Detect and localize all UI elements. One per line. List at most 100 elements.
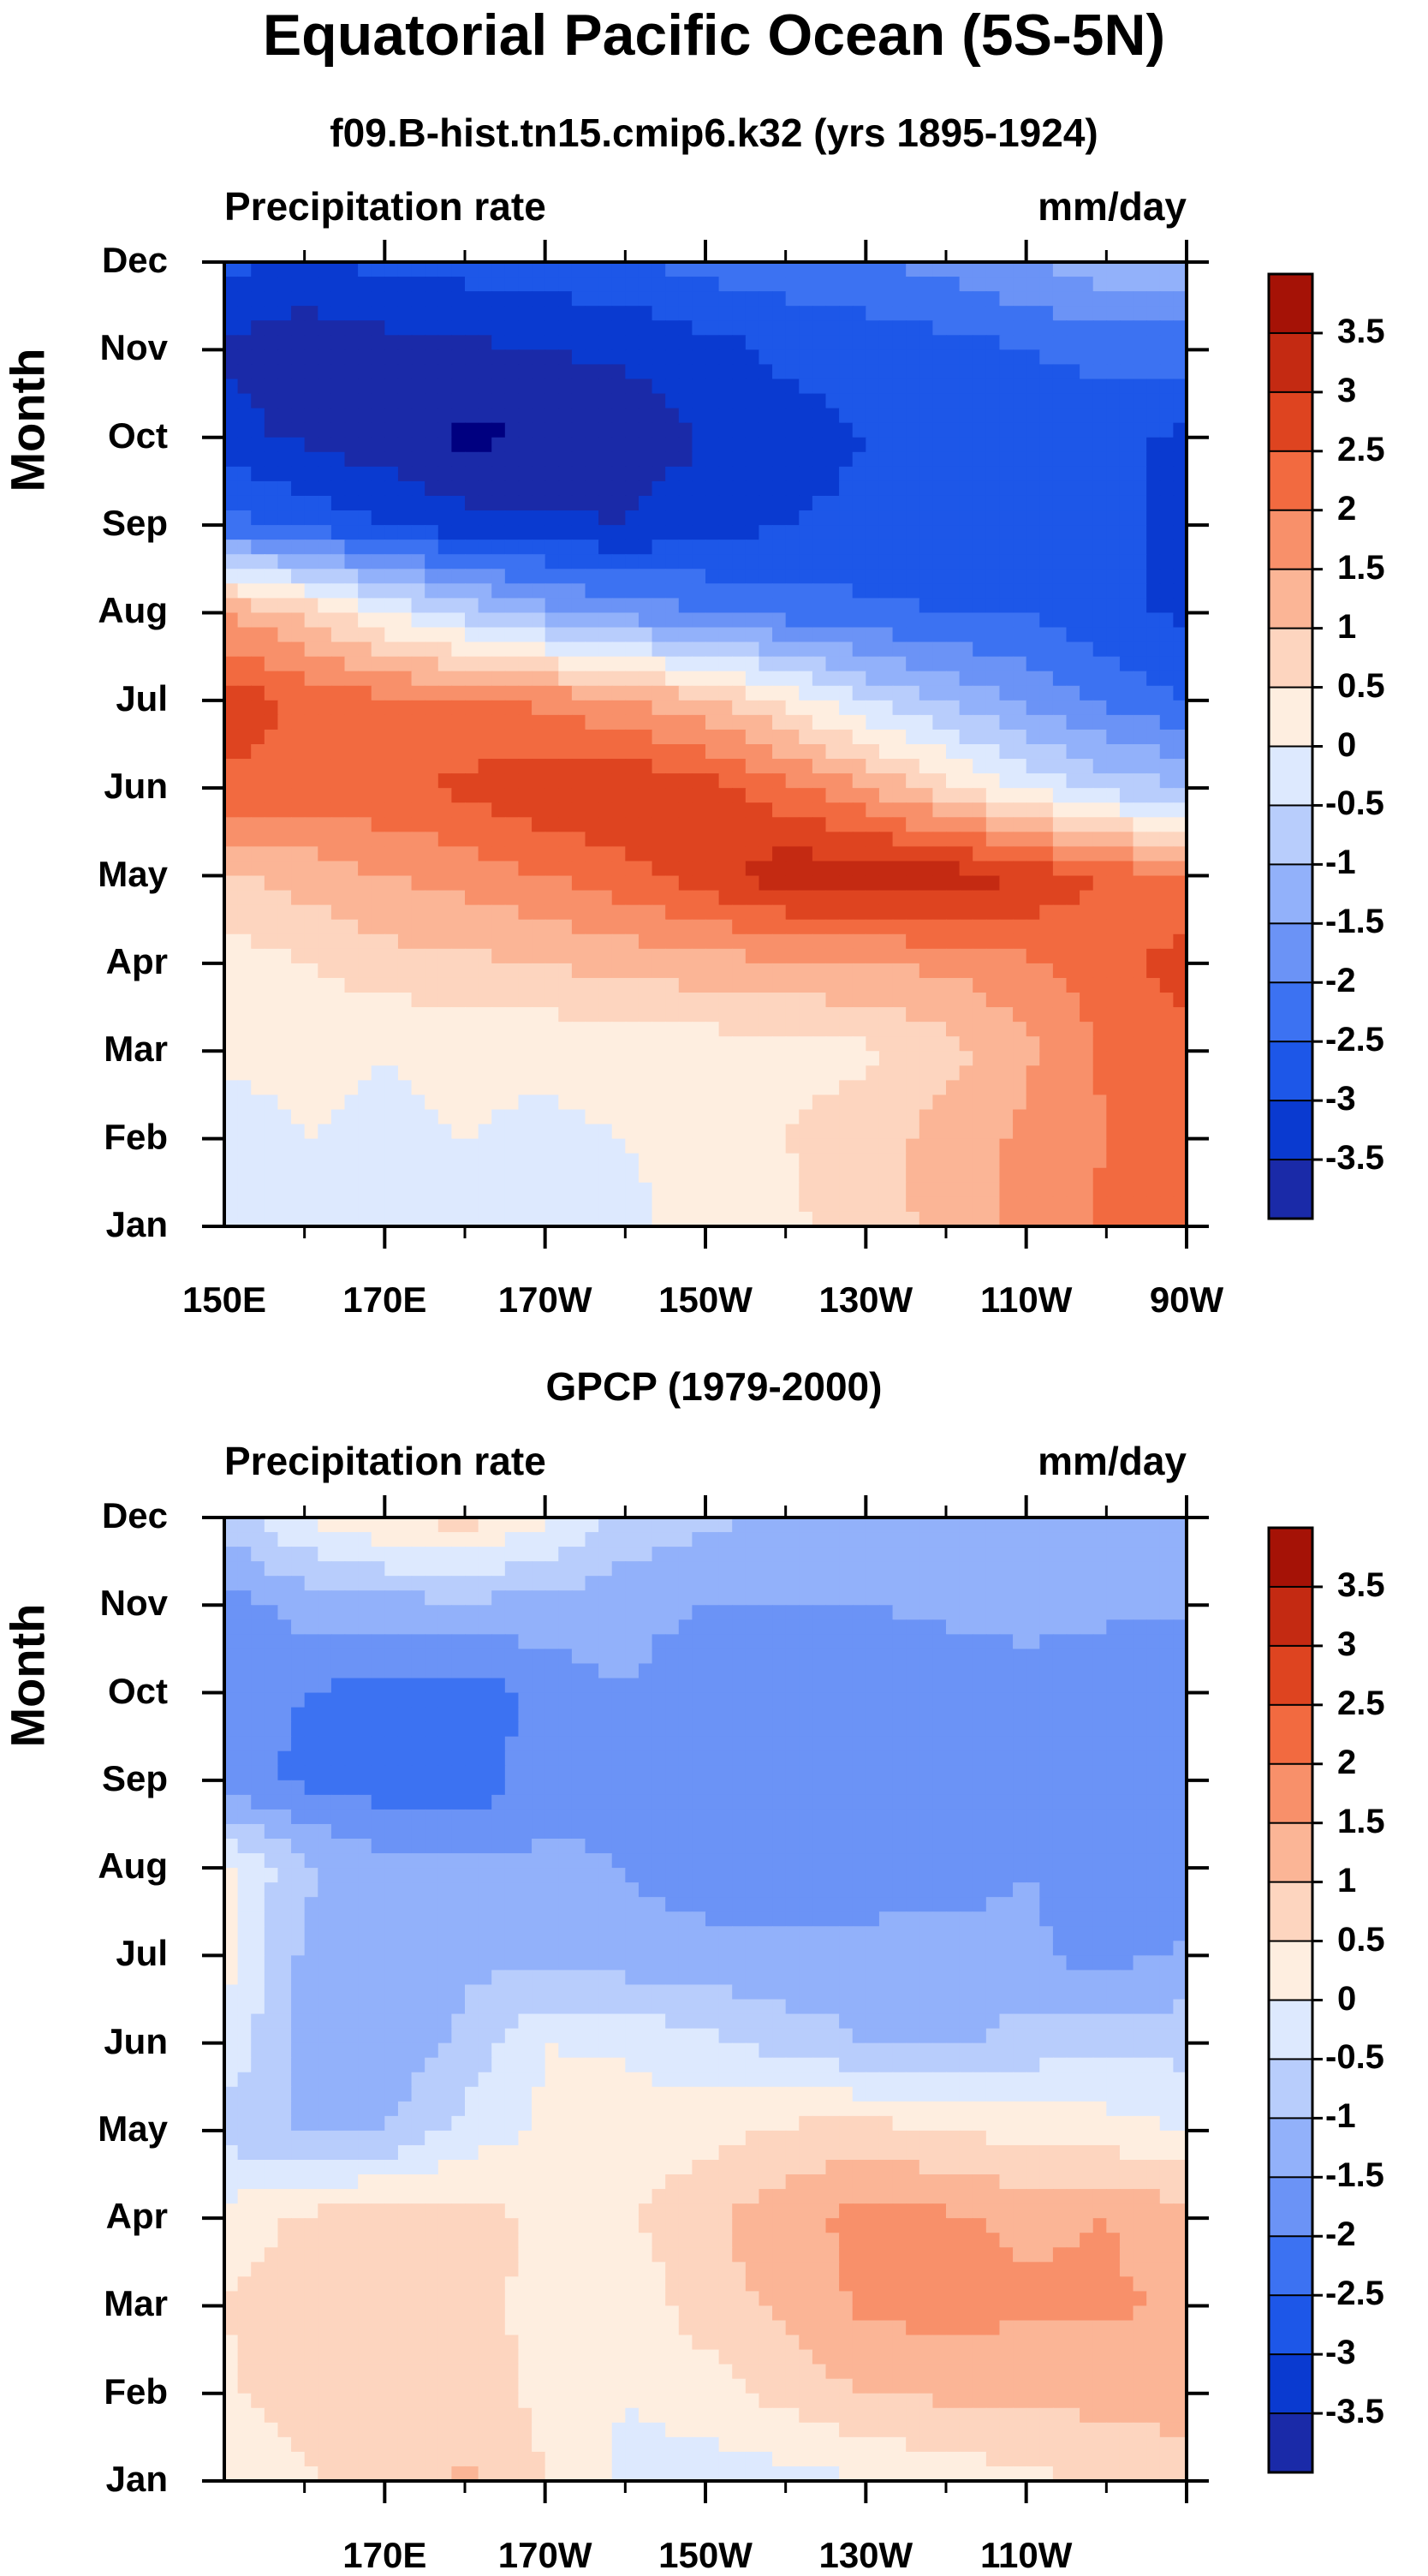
heatmap-cell (1092, 540, 1108, 556)
heatmap-cell (839, 1094, 854, 1111)
heatmap-cell (785, 480, 800, 497)
heatmap-cell (812, 1532, 827, 1547)
heatmap-cell (732, 1109, 747, 1125)
heatmap-cell (799, 1182, 813, 1198)
heatmap-cell (358, 583, 372, 599)
heatmap-cell (465, 525, 479, 540)
heatmap-cell (411, 525, 425, 540)
heatmap-cell (866, 1007, 880, 1023)
heatmap-cell (425, 963, 439, 979)
heatmap-cell (558, 1036, 573, 1052)
heatmap-cell (384, 948, 399, 964)
heatmap-cell (1133, 1022, 1147, 1038)
heatmap-cell (598, 714, 613, 730)
heatmap-cell (946, 525, 961, 540)
heatmap-cell (1080, 846, 1094, 862)
heatmap-cell (1066, 919, 1080, 935)
heatmap-cell (358, 437, 372, 453)
heatmap-cell (1159, 540, 1175, 556)
heatmap-cell (973, 1518, 987, 1533)
heatmap-cell (237, 1007, 253, 1023)
heatmap-cell (330, 963, 346, 979)
heatmap-cell (852, 480, 867, 497)
heatmap-cell (437, 875, 453, 891)
heatmap-cell (919, 1167, 934, 1184)
heatmap-cell (999, 933, 1014, 950)
heatmap-cell (732, 554, 747, 570)
heatmap-cell (330, 379, 346, 395)
heatmap-cell (985, 875, 1001, 891)
heatmap-cell (358, 612, 372, 629)
heatmap-cell (532, 685, 546, 701)
heatmap-cell (1013, 993, 1027, 1008)
heatmap-cell (1133, 320, 1147, 337)
heatmap-cell (812, 364, 827, 380)
heatmap-cell (878, 598, 894, 614)
heatmap-cell (665, 320, 680, 337)
heatmap-cell (1159, 525, 1175, 540)
heatmap-cell (1159, 759, 1175, 774)
heatmap-cell (812, 598, 827, 614)
heatmap-cell (1173, 1051, 1187, 1067)
heatmap-cell (1066, 451, 1080, 468)
heatmap-cell (1146, 1182, 1161, 1198)
heatmap-cell (465, 1167, 479, 1184)
heatmap-cell (397, 1065, 413, 1082)
heatmap-cell (705, 1138, 720, 1154)
heatmap-cell (411, 1518, 425, 1533)
heatmap-cell (932, 1022, 947, 1038)
heatmap-cell (358, 685, 372, 701)
heatmap-cell (825, 656, 840, 672)
heatmap-cell (678, 759, 693, 774)
heatmap-cell (544, 291, 560, 307)
heatmap-cell (571, 627, 586, 643)
heatmap-cell (759, 1167, 773, 1184)
heatmap-cell (1013, 583, 1027, 599)
heatmap-cell (437, 422, 453, 438)
heatmap-cell (1106, 773, 1121, 789)
heatmap-cell (1159, 627, 1175, 643)
heatmap-cell (959, 364, 974, 380)
heatmap-cell (518, 1094, 533, 1111)
heatmap-cell (1013, 379, 1027, 395)
heatmap-cell (224, 451, 239, 468)
heatmap-cell (224, 612, 239, 629)
heatmap-cell (892, 1094, 907, 1111)
heatmap-cell (425, 451, 439, 468)
heatmap-cell (1080, 335, 1094, 351)
heatmap-cell (759, 948, 773, 964)
heatmap-cell (1146, 714, 1161, 730)
heatmap-cell (745, 1518, 760, 1533)
heatmap-cell (1173, 788, 1187, 804)
heatmap-cell (571, 379, 586, 395)
heatmap-cell (906, 904, 920, 921)
heatmap-cell (291, 349, 306, 366)
heatmap-cell (411, 671, 425, 687)
heatmap-cell (692, 788, 706, 804)
heatmap-cell (866, 744, 880, 760)
heatmap-cell (866, 700, 880, 716)
heatmap-cell (611, 773, 627, 789)
heatmap-cell (866, 1036, 880, 1052)
heatmap-cell (812, 335, 827, 351)
heatmap-cell (1080, 861, 1094, 877)
heatmap-cell (878, 641, 894, 658)
heatmap-cell (558, 1532, 573, 1547)
heatmap-cell (1080, 1138, 1094, 1154)
heatmap-cell (384, 466, 399, 482)
heatmap-cell (532, 1182, 546, 1198)
heatmap-cell (1173, 510, 1187, 526)
heatmap-cell (371, 1518, 386, 1533)
heatmap-cell (1092, 656, 1108, 672)
heatmap-cell (678, 802, 693, 819)
heatmap-cell (718, 437, 734, 453)
heatmap-cell (999, 993, 1014, 1008)
heatmap-cell (759, 1138, 773, 1154)
heatmap-cell (678, 977, 693, 993)
heatmap-cell (906, 1167, 920, 1184)
heatmap-cell (598, 306, 613, 322)
heatmap-cell (892, 641, 907, 658)
heatmap-cell (652, 510, 666, 526)
heatmap-cell (304, 277, 319, 292)
heatmap-cell (839, 788, 854, 804)
